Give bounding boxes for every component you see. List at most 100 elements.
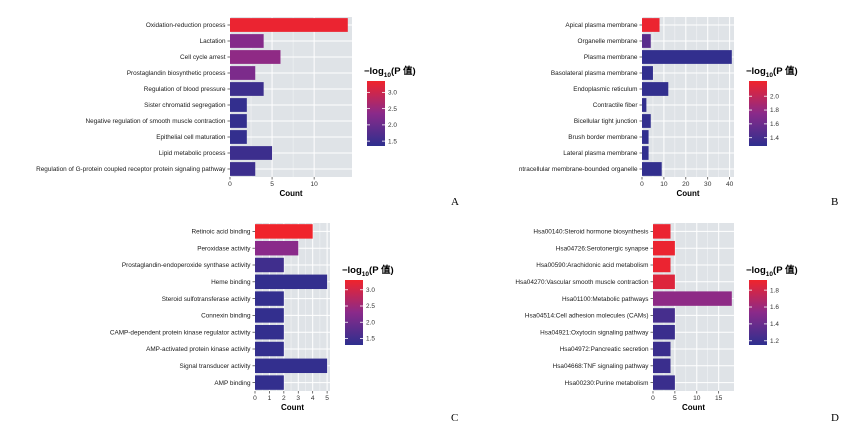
bar <box>653 274 675 290</box>
bar <box>642 18 660 32</box>
category-label: Lactation <box>200 38 226 45</box>
category-label: Lateral plasma membrane <box>563 150 638 157</box>
x-tick-label: 10 <box>310 181 318 188</box>
legend-tick-label: 1.4 <box>770 321 779 328</box>
x-tick-label: 30 <box>704 181 712 188</box>
legend-title: −log10(P 值) <box>746 264 798 278</box>
x-tick-label: 5 <box>270 181 274 188</box>
legend-tick-label: 1.5 <box>388 138 397 145</box>
color-legend: −log10(P 值) 1.5 2.0 2.5 3.0 <box>342 264 394 345</box>
bar <box>230 98 247 112</box>
category-label: Plasma membrane <box>584 54 638 61</box>
legend-tick-label: 2.0 <box>770 93 779 100</box>
bar <box>230 34 264 48</box>
bar <box>230 130 247 144</box>
x-axis-title: Count <box>281 403 304 412</box>
panel-c: 0 1 2 3 4 5 Retinoic acid binding Peroxidase ac… <box>110 223 458 424</box>
category-label: Epithelial cell maturation <box>156 134 226 141</box>
category-label: Basolateral plasma membrane <box>551 70 638 77</box>
x-tick-label: 10 <box>660 181 668 188</box>
category-label: Hsa00140:Steroid hormone biosynthesis <box>533 229 648 236</box>
category-label: Hsa04972:Pancreatic secretion <box>560 346 649 353</box>
x-tick-label: 2 <box>282 395 286 402</box>
panel-b: 0 10 20 30 40 Apical plasma membrane Organelle… <box>519 17 838 208</box>
bar <box>653 224 671 239</box>
bar <box>642 146 649 160</box>
x-axis-title: Count <box>682 403 705 412</box>
category-label: Contractile fiber <box>593 102 639 109</box>
bar <box>653 240 675 256</box>
category-label: Oxidation-reduction process <box>146 22 226 29</box>
color-legend: −log10(P 值) 1.4 1.6 1.8 2.0 <box>746 65 798 146</box>
legend-tick-label: 3.0 <box>388 90 397 97</box>
x-tick-label: 15 <box>715 395 723 402</box>
category-label: Apical plasma membrane <box>565 22 638 29</box>
category-label: Regulation of blood pressure <box>144 86 226 93</box>
bar <box>230 114 247 128</box>
category-label: ntracellular membrane-bounded organelle <box>519 166 638 173</box>
category-label: Hsa00590:Arachidonic acid metabolism <box>536 262 648 269</box>
bar <box>255 274 328 290</box>
panel-letter: C <box>451 412 458 424</box>
bar <box>642 114 651 128</box>
legend-tick-label: 1.5 <box>366 336 375 343</box>
bar <box>255 291 284 306</box>
category-label: Negative regulation of smooth muscle con… <box>86 118 226 125</box>
bar <box>642 98 647 112</box>
x-tick-label: 20 <box>682 181 690 188</box>
bar <box>255 324 284 340</box>
legend-tick-label: 1.8 <box>770 287 779 294</box>
category-label: Prostaglandin biosynthetic process <box>127 70 226 77</box>
legend-colorbar <box>749 280 767 345</box>
x-tick-label: 3 <box>296 395 300 402</box>
panel-letter: D <box>831 412 839 424</box>
bar <box>230 66 256 80</box>
category-label: Steroid sulfotransferase activity <box>162 296 252 303</box>
bar <box>642 34 651 48</box>
legend-tick-label: 2.0 <box>388 122 397 129</box>
bar <box>642 82 669 96</box>
bar <box>255 375 284 390</box>
x-tick-label: 5 <box>673 395 677 402</box>
bar <box>653 341 671 357</box>
category-label: Brush border membrane <box>568 134 638 141</box>
category-label: Hsa04270:Vascular smooth muscle contract… <box>515 279 649 286</box>
category-label: Cell cycle arrest <box>180 54 226 61</box>
category-label: Hsa01100:Metabolic pathways <box>562 296 649 303</box>
x-tick-label: 1 <box>268 395 272 402</box>
legend-title: −log10(P 值) <box>364 65 416 79</box>
bar <box>642 50 732 64</box>
bar <box>255 224 313 239</box>
x-tick-label: 4 <box>311 395 315 402</box>
legend-tick-label: 1.6 <box>770 304 779 311</box>
category-label: Organelle membrane <box>577 38 637 45</box>
legend-tick-label: 2.5 <box>388 106 397 113</box>
category-label: Hsa00230:Purine metabolism <box>565 380 649 387</box>
bar <box>642 130 649 144</box>
bar <box>255 257 284 273</box>
color-legend: −log10(P 值) 1.5 2.0 2.5 3.0 <box>364 65 416 146</box>
category-label: Heme binding <box>211 279 251 286</box>
panel-letter: B <box>831 196 838 208</box>
bar <box>653 375 675 390</box>
bar <box>230 162 256 176</box>
x-tick-label: 40 <box>726 181 734 188</box>
category-label: AMP-activated protein kinase activity <box>146 346 251 353</box>
x-axis-title: Count <box>676 189 699 198</box>
legend-tick-label: 1.2 <box>770 338 779 345</box>
bar <box>653 308 675 323</box>
x-tick-label: 10 <box>693 395 701 402</box>
bar <box>255 308 284 323</box>
legend-tick-label: 1.6 <box>770 121 779 128</box>
bar <box>255 240 299 256</box>
x-tick-label: 0 <box>253 395 257 402</box>
category-label: Regulation of G-protein coupled receptor… <box>36 166 226 173</box>
bar <box>653 257 671 273</box>
legend-tick-label: 1.8 <box>770 107 779 114</box>
bar <box>255 358 328 374</box>
category-label: Endoplasmic reticulum <box>573 86 637 93</box>
category-label: Prostaglandin-endoperoxide synthase acti… <box>122 262 251 269</box>
category-label: Retinoic acid binding <box>192 229 251 236</box>
x-tick-label: 0 <box>651 395 655 402</box>
legend-colorbar <box>367 81 385 146</box>
